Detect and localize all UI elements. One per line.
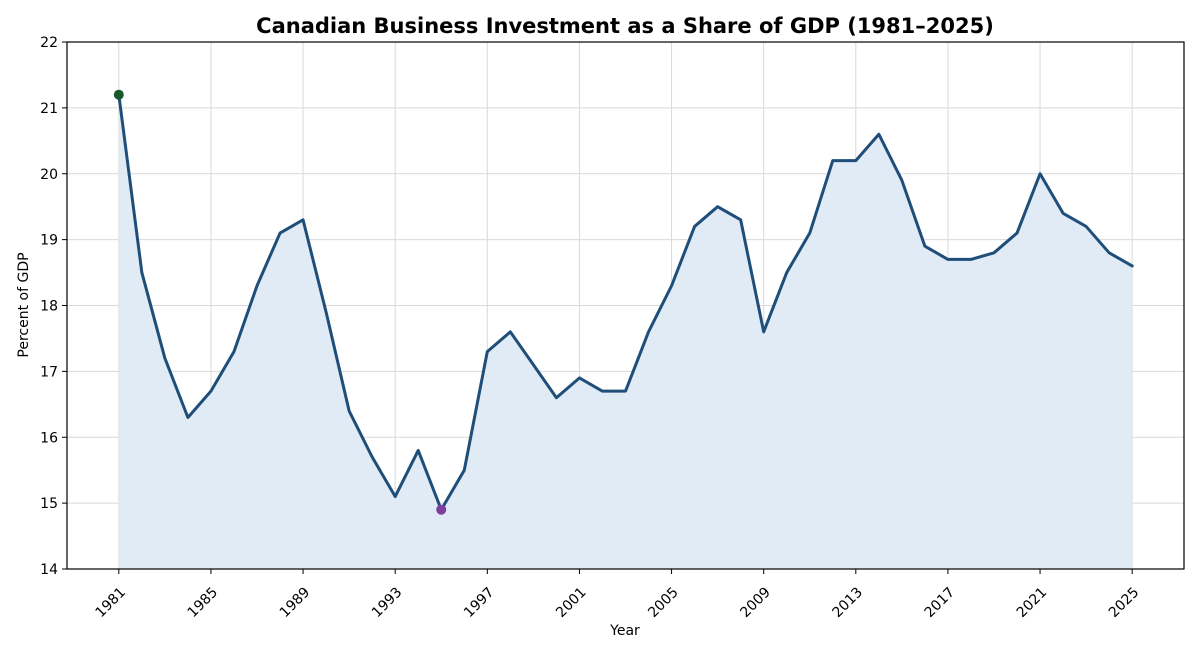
- x-tick-label: 1981: [93, 584, 130, 621]
- x-axis-label: Year: [609, 623, 640, 639]
- y-tick-label: 22: [40, 35, 58, 51]
- series-line: [117, 93, 1134, 512]
- y-tick-label: 15: [40, 496, 58, 512]
- series-line-layer: [117, 93, 1134, 512]
- x-tick-label: 2025: [1106, 584, 1143, 621]
- highlight-points-layer: [113, 89, 447, 515]
- x-axis-ticks: 1981 1985 1989 1993 1997 2001 2005 2009 2013 2017…: [93, 569, 1143, 621]
- highlight-point: [436, 504, 447, 515]
- y-axis-ticks: 14 15 16 17 18 19 20 21 22: [40, 35, 67, 578]
- x-tick-label: 2017: [922, 584, 959, 621]
- area-fill: [118, 94, 1133, 569]
- x-tick-label: 2001: [553, 584, 590, 621]
- y-tick-label: 17: [40, 364, 58, 380]
- y-tick-label: 19: [40, 233, 58, 249]
- y-tick-label: 16: [40, 430, 58, 446]
- y-tick-label: 14: [40, 562, 58, 578]
- chart-title: Canadian Business Investment as a Share …: [256, 14, 994, 38]
- x-tick-label: 2005: [645, 584, 682, 621]
- highlight-point: [113, 89, 124, 100]
- x-tick-label: 2013: [830, 584, 867, 621]
- x-tick-label: 1985: [185, 584, 222, 621]
- y-tick-label: 18: [40, 299, 58, 315]
- x-tick-label: 1993: [369, 584, 406, 621]
- y-axis-label: Percent of GDP: [16, 252, 32, 357]
- x-tick-label: 1997: [461, 584, 498, 621]
- x-tick-label: 1989: [277, 584, 314, 621]
- y-tick-label: 21: [40, 101, 58, 117]
- area-fill-layer: [118, 94, 1133, 569]
- x-tick-label: 2009: [737, 584, 774, 621]
- y-tick-label: 20: [40, 167, 58, 183]
- x-tick-label: 2021: [1014, 584, 1051, 621]
